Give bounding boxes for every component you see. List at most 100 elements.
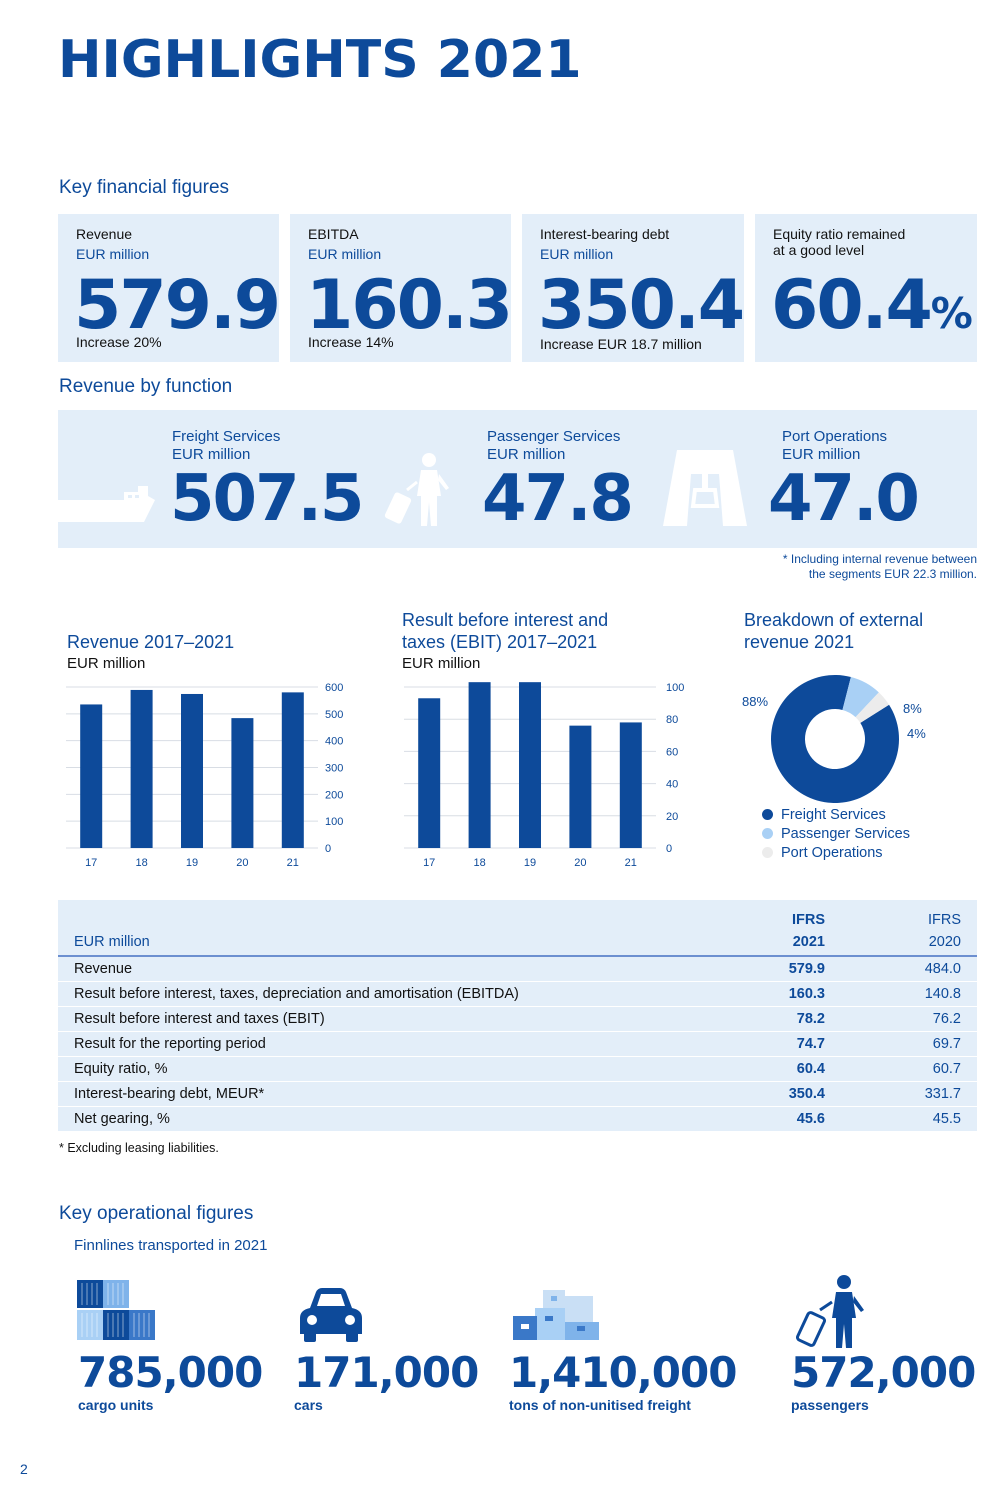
- passenger-icon: [796, 1275, 864, 1348]
- pie-chart-title-2: revenue 2021: [744, 632, 855, 652]
- donut-slice: [842, 677, 879, 718]
- ebit-bar-chart: 0 20 40 60 80 100 17 18 19 20 21: [404, 682, 684, 869]
- x-tick-label: 18: [135, 857, 147, 869]
- card-note: Increase 20%: [76, 334, 162, 350]
- equity-card: Equity ratio remained at a good level 60…: [755, 214, 977, 362]
- y-tick-label: 300: [325, 763, 343, 775]
- bar: [130, 689, 153, 848]
- row-value-2020: 484.0: [924, 961, 961, 977]
- freight-label: Freight Services: [172, 428, 281, 445]
- legend-item-passenger: Passenger Services: [762, 826, 910, 845]
- legend-item-port: Port Operations: [762, 845, 910, 864]
- row-label: Result for the reporting period: [74, 1036, 266, 1052]
- page-number: 2: [20, 1461, 28, 1477]
- op-label-passengers: passengers: [791, 1397, 869, 1413]
- row-label: Interest-bearing debt, MEUR*: [74, 1086, 265, 1102]
- card-label: EBITDA: [308, 226, 359, 242]
- table-row: Equity ratio, % 60.4 60.7: [58, 1057, 977, 1082]
- row-value-2021: 160.3: [788, 986, 825, 1002]
- bar: [619, 722, 642, 848]
- y-tick-label: 60: [666, 746, 678, 758]
- ebit-chart-title-1: Result before interest and: [402, 610, 609, 630]
- card-value: 60.4: [771, 266, 933, 345]
- table-row: Interest-bearing debt, MEUR* 350.4 331.7: [58, 1082, 977, 1107]
- card-label-line2: at a good level: [773, 242, 865, 258]
- bar: [80, 704, 103, 848]
- row-label: Result before interest, taxes, depreciat…: [74, 986, 519, 1002]
- col-2021-top: IFRS: [791, 912, 825, 928]
- card-label: Interest-bearing debt: [540, 226, 670, 242]
- y-tick-label: 20: [666, 811, 678, 823]
- ebit-chart-unit: EUR million: [402, 655, 481, 672]
- donut-slice: [855, 692, 890, 723]
- x-tick-label: 18: [473, 857, 485, 869]
- row-label: Revenue: [74, 961, 133, 977]
- y-tick-label: 600: [325, 682, 343, 694]
- bar: [281, 692, 304, 848]
- table-unit-label: EUR million: [74, 934, 150, 950]
- port-crane-icon: [663, 450, 747, 526]
- revenue-footnote-1: * Including internal revenue between: [782, 552, 977, 566]
- legend-swatch: [762, 809, 773, 820]
- financial-table: EUR million IFRS 2021 IFRS 2020 Revenue 5…: [58, 900, 977, 1132]
- table-row: Result before interest and taxes (EBIT) 7…: [58, 1007, 977, 1032]
- row-value-2021: 350.4: [788, 1086, 825, 1102]
- pie-chart-title-1: Breakdown of external: [744, 610, 924, 630]
- revenue-by-function-heading: Revenue by function: [59, 376, 233, 397]
- revenue-by-function-panel: Freight Services EUR million 507.5 Passe…: [58, 410, 977, 548]
- card-value: 350.4: [538, 266, 745, 345]
- row-label: Equity ratio, %: [74, 1061, 168, 1077]
- passenger-unit: EUR million: [487, 446, 566, 463]
- y-tick-label: 200: [325, 789, 343, 801]
- col-2020-bottom: 2020: [928, 934, 961, 950]
- row-value-2020: 69.7: [932, 1036, 961, 1052]
- port-asterisk: *: [896, 471, 902, 486]
- table-row: Revenue 579.9 484.0: [58, 957, 977, 982]
- x-tick-label: 21: [625, 857, 637, 869]
- op-label-freight: tons of non-unitised freight: [509, 1397, 691, 1413]
- op-label-cars: cars: [294, 1397, 323, 1413]
- x-tick-label: 20: [236, 857, 248, 869]
- freight-unit: EUR million: [172, 446, 251, 463]
- external-revenue-donut-chart: 88% 8% 4%: [742, 675, 926, 803]
- col-2020-top: IFRS: [927, 912, 961, 928]
- card-value-wrap: 60.4%: [771, 266, 973, 345]
- slice-value-label: 8%: [903, 701, 922, 716]
- car-icon: [300, 1288, 362, 1342]
- bar: [418, 698, 441, 848]
- pie-legend: Freight Services Passenger Services Port…: [762, 807, 910, 864]
- card-value: 160.3: [306, 266, 513, 345]
- y-tick-label: 400: [325, 736, 343, 748]
- bar: [468, 682, 491, 848]
- ship-icon: [58, 486, 155, 522]
- y-tick-label: 40: [666, 779, 678, 791]
- legend-swatch: [762, 847, 773, 858]
- x-tick-label: 19: [186, 857, 198, 869]
- y-tick-label: 500: [325, 709, 343, 721]
- freight-boxes-icon: [513, 1290, 599, 1340]
- freight-value: 507.5: [170, 462, 364, 536]
- x-tick-label: 19: [524, 857, 536, 869]
- page-title: HIGHLIGHTS 2021: [58, 30, 582, 90]
- op-value-freight: 1,410,000: [509, 1348, 737, 1397]
- table-footnote: * Excluding leasing liabilities.: [59, 1141, 219, 1155]
- key-financial-heading: Key financial figures: [59, 177, 230, 198]
- x-tick-label: 20: [574, 857, 586, 869]
- slice-value-label: 88%: [742, 694, 768, 709]
- legend-item-freight: Freight Services: [762, 807, 910, 826]
- port-unit: EUR million: [782, 446, 861, 463]
- card-note: Increase 14%: [308, 334, 394, 350]
- percent-sign: %: [930, 289, 973, 338]
- legend-label: Port Operations: [781, 845, 883, 861]
- table-row: Net gearing, % 45.6 45.5: [58, 1107, 977, 1132]
- row-value-2021: 78.2: [796, 1011, 825, 1027]
- slice-value-label: 4%: [907, 726, 926, 741]
- x-tick-label: 21: [287, 857, 299, 869]
- legend-swatch: [762, 828, 773, 839]
- bar: [231, 718, 254, 848]
- ebit-chart-title-2: taxes (EBIT) 2017–2021: [402, 632, 598, 652]
- bar: [181, 693, 203, 848]
- revenue-chart-title: Revenue 2017–2021: [67, 632, 235, 652]
- table-header: EUR million IFRS 2021 IFRS 2020: [58, 900, 977, 957]
- table-body: Revenue 579.9 484.0 Result before interest,…: [58, 957, 977, 1132]
